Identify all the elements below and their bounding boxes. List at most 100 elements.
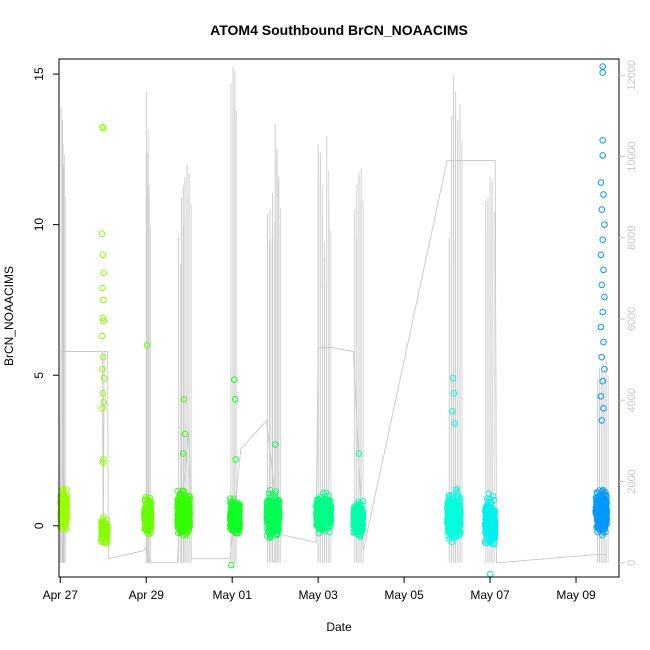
data-point — [603, 509, 610, 516]
data-point — [356, 512, 363, 519]
data-point — [100, 296, 107, 304]
data-point — [451, 420, 459, 427]
data-point — [350, 518, 357, 525]
data-point — [229, 499, 236, 506]
data-point — [320, 489, 327, 496]
data-point — [598, 514, 605, 521]
data-point — [144, 503, 151, 511]
data-point — [273, 500, 280, 507]
data-point — [319, 517, 326, 524]
data-point — [447, 527, 454, 534]
y-axis: 0 5 10 15 — [32, 67, 59, 529]
data-point — [183, 532, 190, 539]
data-point — [450, 390, 458, 397]
data-point — [175, 529, 182, 537]
data-point — [597, 393, 605, 400]
data-point — [274, 519, 281, 526]
data-point — [597, 251, 605, 259]
x-tick-label: Apr 27 — [43, 588, 79, 602]
data-point — [273, 526, 280, 533]
data-point — [100, 269, 107, 277]
y-tick-label: 5 — [32, 372, 46, 379]
data-point — [457, 512, 464, 519]
data-point — [229, 508, 236, 515]
data-point — [318, 527, 325, 534]
data-point — [354, 522, 361, 529]
data-point — [147, 515, 154, 522]
data-point — [355, 450, 363, 457]
data-point — [100, 374, 108, 382]
data-point — [184, 529, 191, 536]
x-tick-label: May 01 — [213, 588, 253, 602]
data-point — [484, 521, 491, 528]
data-point — [182, 514, 189, 521]
data-point — [142, 493, 149, 500]
data-point — [600, 405, 607, 412]
data-point — [598, 206, 606, 213]
data-point — [450, 498, 457, 506]
data-point — [231, 396, 239, 403]
data-point — [273, 532, 280, 539]
data-point — [447, 525, 454, 532]
data-point — [350, 515, 358, 522]
data-point — [457, 495, 464, 502]
y-tick-label: 0 — [32, 522, 46, 529]
data-point — [599, 69, 607, 76]
data-point — [141, 496, 148, 503]
data-point — [451, 532, 458, 539]
data-point — [100, 459, 107, 466]
data-point — [600, 529, 607, 536]
data-point — [327, 523, 334, 530]
data-point — [144, 517, 151, 524]
data-point — [489, 510, 497, 517]
data-point — [483, 518, 490, 525]
data-point — [325, 507, 332, 514]
data-point — [181, 493, 188, 500]
data-point — [450, 496, 457, 503]
data-point — [181, 511, 188, 518]
data-point — [236, 529, 243, 536]
data-point — [454, 505, 461, 512]
data-point — [271, 441, 279, 448]
data-point — [144, 506, 151, 514]
data-point — [446, 491, 453, 498]
data-point — [327, 515, 334, 522]
data-point — [228, 561, 235, 569]
data-point — [180, 532, 187, 539]
data-point — [227, 522, 234, 529]
data-point — [599, 377, 607, 385]
data-point — [141, 525, 148, 532]
data-point — [179, 450, 187, 457]
y2-tick-label: 12000 — [626, 60, 638, 91]
data-point — [598, 498, 605, 505]
data-point — [269, 515, 276, 522]
y2-tick-label: 4000 — [626, 388, 638, 412]
data-point — [177, 506, 184, 513]
data-point — [272, 521, 279, 528]
data-point — [599, 236, 607, 243]
data-point — [180, 396, 188, 403]
data-point — [600, 338, 607, 346]
y-tick-label: 10 — [32, 218, 46, 232]
data-point — [104, 526, 111, 533]
data-point — [61, 494, 68, 501]
data-point — [263, 532, 270, 539]
data-point — [266, 531, 273, 538]
data-point — [99, 365, 106, 373]
x-tick-label: May 09 — [556, 588, 596, 602]
x-tick-label: May 07 — [470, 588, 510, 602]
data-point — [601, 293, 608, 301]
data-point — [599, 137, 607, 144]
data-point — [445, 536, 452, 543]
data-point — [491, 518, 498, 525]
data-point — [599, 486, 606, 493]
data-point — [450, 519, 457, 526]
data-point — [235, 518, 242, 525]
x-tick-label: Apr 29 — [129, 588, 165, 602]
data-point — [177, 518, 184, 525]
data-point — [267, 486, 274, 494]
data-point — [597, 179, 605, 186]
y2-tick-label: 10000 — [626, 141, 638, 172]
data-point — [593, 501, 600, 508]
data-point — [186, 509, 193, 516]
